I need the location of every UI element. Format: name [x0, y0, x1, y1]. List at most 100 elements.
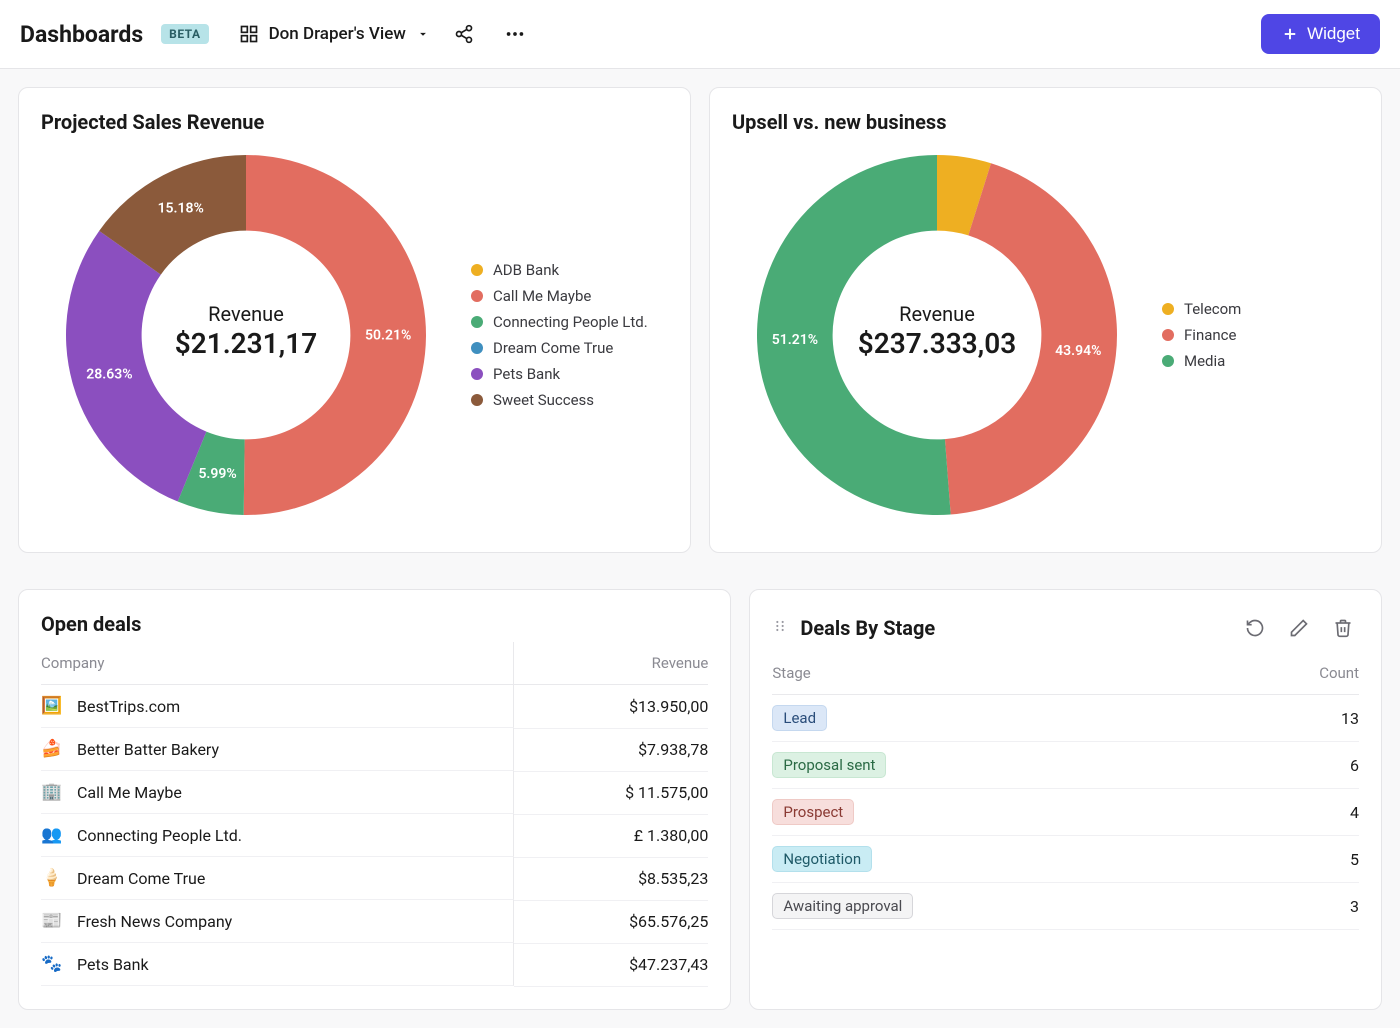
company-name: Pets Bank	[77, 955, 149, 974]
projected-sales-donut: 50.21% 5.99% 28.63% 15.18% Revenue$21.231,17	[41, 140, 451, 530]
legend-item[interactable]: ADB Bank	[471, 261, 648, 279]
table-row[interactable]: 👥Connecting People Ltd.£ 1.380,00	[41, 814, 708, 857]
company-icon: 👥	[41, 824, 63, 846]
table-row[interactable]: Negotiation5	[772, 836, 1359, 883]
projected-sales-title: Projected Sales Revenue	[41, 110, 668, 134]
legend-swatch	[471, 394, 483, 406]
undo-icon	[1245, 618, 1265, 638]
legend-label: Finance	[1184, 326, 1236, 344]
table-row[interactable]: 📰Fresh News Company$65.576,25	[41, 900, 708, 943]
company-icon: 🍦	[41, 867, 63, 889]
company-name: Call Me Maybe	[77, 783, 182, 802]
company-icon: 🖼️	[41, 695, 63, 717]
slice-pct-label: 15.18%	[158, 200, 204, 216]
donut-center-value: $21.231,17	[175, 327, 318, 360]
company-name: Better Batter Bakery	[77, 740, 219, 759]
upsell-card: Upsell vs. new business 43.94% 51.21% Reve…	[709, 87, 1382, 553]
legend-label: Media	[1184, 352, 1225, 370]
legend-item[interactable]: Dream Come True	[471, 339, 648, 357]
upsell-donut: 43.94% 51.21% Revenue$237.333,03	[732, 140, 1142, 530]
table-row[interactable]: Proposal sent6	[772, 742, 1359, 789]
legend-label: ADB Bank	[493, 261, 559, 279]
stage-pill: Proposal sent	[772, 752, 886, 778]
slice-pct-label: 28.63%	[86, 366, 132, 382]
stage-pill: Awaiting approval	[772, 893, 913, 919]
table-row[interactable]: Prospect 4	[772, 789, 1359, 836]
legend-label: Pets Bank	[493, 365, 560, 383]
projected-sales-card: Projected Sales Revenue 50.21% 5.99% 28.63…	[18, 87, 691, 553]
legend-item[interactable]: Pets Bank	[471, 365, 648, 383]
revenue-cell: $65.576,25	[514, 900, 709, 943]
count-col: Count	[1230, 652, 1359, 695]
slice-pct-label: 50.21%	[365, 328, 411, 344]
revenue-cell: £ 1.380,00	[514, 814, 709, 857]
legend-swatch	[471, 368, 483, 380]
chart-row: Projected Sales Revenue 50.21% 5.99% 28.63…	[0, 69, 1400, 571]
stage-pill: Prospect	[772, 799, 854, 825]
more-horizontal-icon	[504, 23, 526, 45]
add-widget-button[interactable]: Widget	[1261, 14, 1380, 54]
table-row[interactable]: 🐾Pets Bank$47.237,43	[41, 943, 708, 986]
donut-center-value: $237.333,03	[858, 327, 1017, 360]
topbar: Dashboards BETA Don Draper's View Widget	[0, 0, 1400, 69]
company-icon: 🏢	[41, 781, 63, 803]
upsell-legend: Telecom Finance Media	[1162, 300, 1241, 370]
trash-icon	[1333, 618, 1353, 638]
view-selector[interactable]: Don Draper's View	[239, 24, 430, 44]
share-button[interactable]	[448, 18, 480, 50]
legend-item[interactable]: Telecom	[1162, 300, 1241, 318]
donut-center-label: Revenue	[208, 302, 284, 326]
slice-pct-label: 43.94%	[1055, 343, 1101, 359]
revenue-cell: $7.938,78	[514, 728, 709, 771]
legend-item[interactable]: Sweet Success	[471, 391, 648, 409]
company-name: Fresh News Company	[77, 912, 232, 931]
table-row[interactable]: 🖼️BestTrips.com$13.950,00	[41, 685, 708, 729]
drag-handle-icon[interactable]	[772, 618, 788, 638]
count-cell: 3	[1230, 883, 1359, 930]
legend-swatch	[471, 342, 483, 354]
legend-label: Sweet Success	[493, 391, 594, 409]
open-deals-table: Company Revenue 🖼️BestTrips.com$13.950,0…	[41, 642, 708, 987]
legend-item[interactable]: Finance	[1162, 326, 1241, 344]
legend-label: Connecting People Ltd.	[493, 313, 648, 331]
slice-pct-label: 51.21%	[772, 332, 818, 348]
legend-swatch	[471, 264, 483, 276]
legend-label: Dream Come True	[493, 339, 613, 357]
delete-button[interactable]	[1327, 612, 1359, 644]
table-row[interactable]: 🍰Better Batter Bakery$7.938,78	[41, 728, 708, 771]
more-options-button[interactable]	[498, 17, 532, 51]
open-deals-col-revenue: Revenue	[514, 642, 709, 685]
open-deals-card: Open deals Company Revenue 🖼️ BestTrips.c…	[18, 589, 731, 1010]
company-name: BestTrips.com	[77, 697, 180, 716]
undo-button[interactable]	[1239, 612, 1271, 644]
legend-item[interactable]: Call Me Maybe	[471, 287, 648, 305]
table-row[interactable]: 🍦 Dream Come True $8.535,23	[41, 857, 708, 900]
table-row[interactable]: Lead13	[772, 695, 1359, 742]
revenue-cell: $8.535,23	[514, 857, 709, 900]
slice-pct-label: 5.99%	[198, 466, 236, 482]
legend-item[interactable]: Media	[1162, 352, 1241, 370]
deals-by-stage-table: Stage Count Lead13Proposal sent6Prospect…	[772, 652, 1359, 930]
open-deals-col-company: Company	[41, 642, 514, 685]
legend-label: Telecom	[1184, 300, 1241, 318]
table-row[interactable]: Awaiting approval 3	[772, 883, 1359, 930]
plus-icon	[1281, 25, 1299, 43]
open-deals-title: Open deals	[41, 612, 708, 636]
table-row[interactable]: 🏢Call Me Maybe$ 11.575,00	[41, 771, 708, 814]
pencil-icon	[1289, 618, 1309, 638]
legend-item[interactable]: Connecting People Ltd.	[471, 313, 648, 331]
count-cell: 4	[1230, 789, 1359, 836]
upsell-title: Upsell vs. new business	[732, 110, 1359, 134]
page-title: Dashboards	[20, 21, 143, 48]
projected-sales-legend: ADB Bank Call Me Maybe Connecting People L…	[471, 261, 648, 409]
stage-pill: Negotiation	[772, 846, 872, 872]
count-cell: 13	[1230, 695, 1359, 742]
donut-center-label: Revenue	[899, 302, 975, 326]
company-name: Dream Come True	[77, 869, 205, 888]
edit-button[interactable]	[1283, 612, 1315, 644]
legend-swatch	[1162, 329, 1174, 341]
legend-swatch	[471, 290, 483, 302]
dashboard-grid-icon	[239, 24, 259, 44]
share-icon	[454, 24, 474, 44]
legend-swatch	[471, 316, 483, 328]
